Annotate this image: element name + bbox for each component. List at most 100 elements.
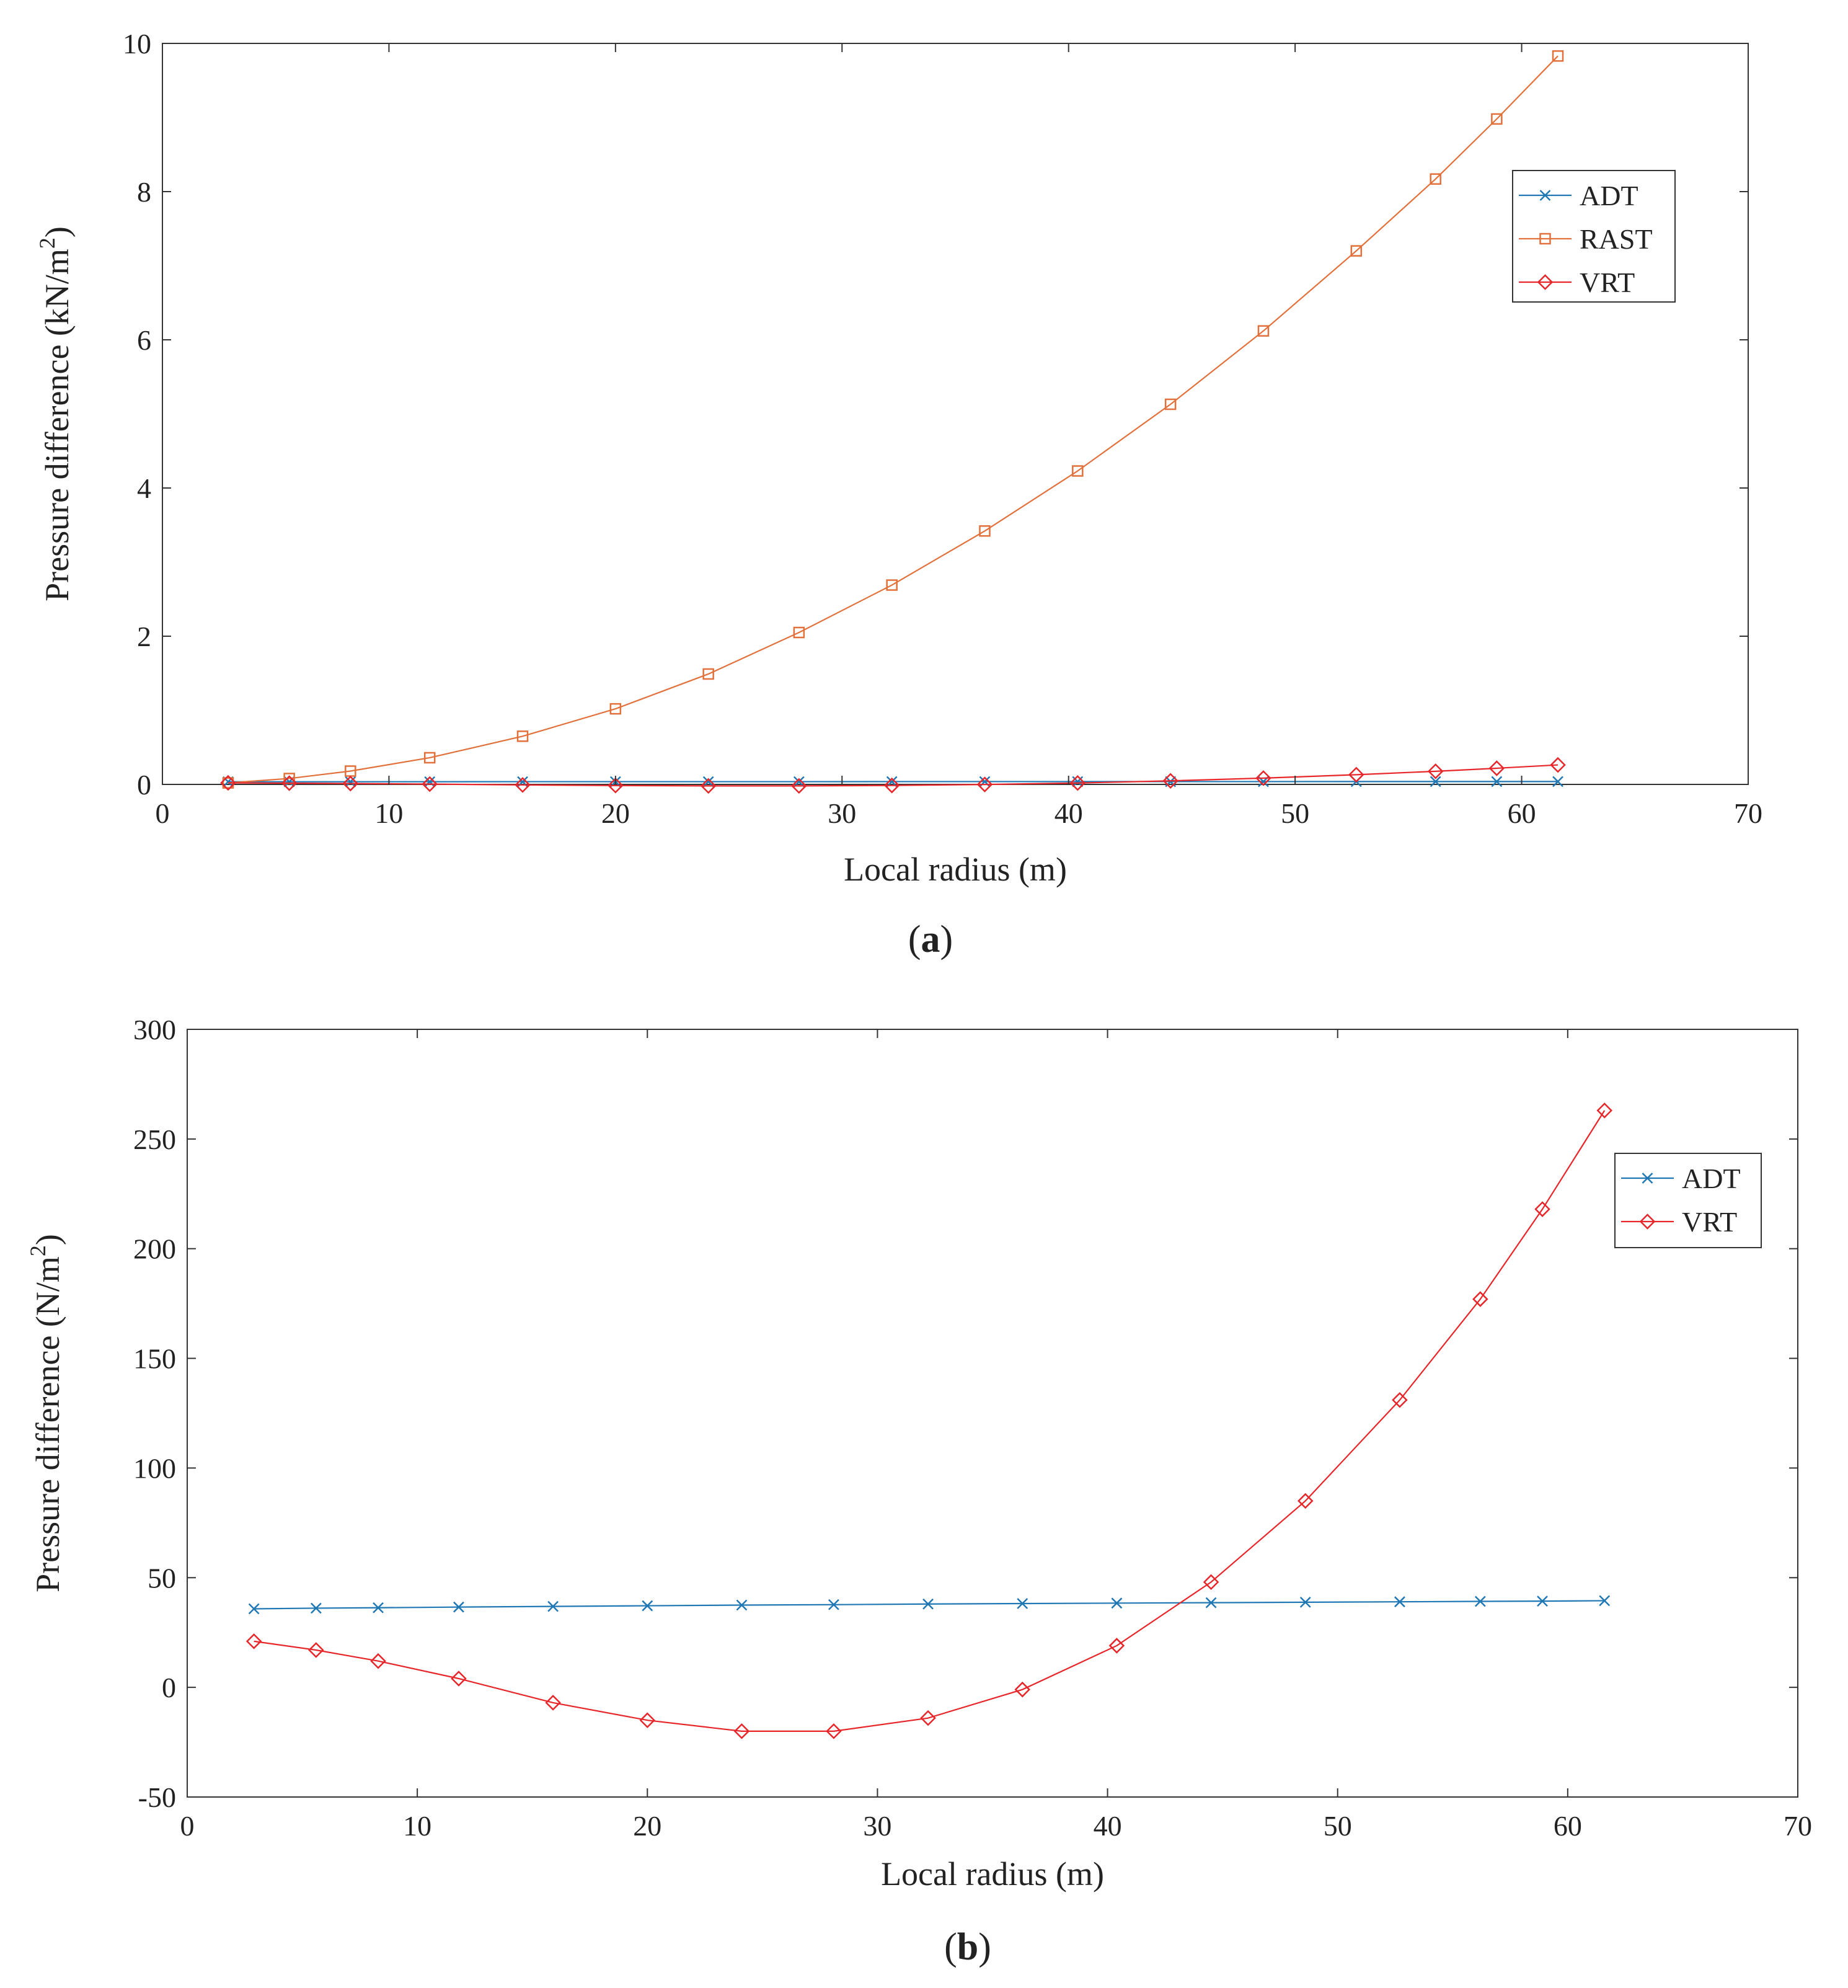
legend-label-adt: ADT — [1580, 180, 1638, 211]
data-point-adt — [922, 1598, 934, 1610]
x-tick-label: 40 — [1094, 1810, 1122, 1842]
data-point-adt — [310, 1602, 322, 1614]
x-tick-label: 10 — [403, 1810, 431, 1842]
data-point-adt — [1599, 1595, 1611, 1607]
x-tick-label: 70 — [1734, 797, 1762, 829]
data-point-adt — [1111, 1597, 1123, 1609]
x-tick-label: 40 — [1054, 797, 1083, 829]
panel-label-b-letter: b — [957, 1926, 978, 1968]
x-tick-label: 30 — [828, 797, 856, 829]
legend-a: ADT RAST VRT — [1512, 170, 1676, 303]
data-point-rast — [1491, 113, 1503, 125]
x-tick-label: 50 — [1281, 797, 1309, 829]
legend-box — [1614, 1153, 1762, 1248]
data-point-vrt — [1427, 763, 1444, 779]
data-point-adt — [1430, 776, 1441, 788]
data-point-vrt — [1392, 1392, 1408, 1408]
legend-label-adt: ADT — [1682, 1163, 1741, 1194]
y-tick-label: 100 — [133, 1452, 176, 1484]
data-point-vrt — [515, 777, 531, 793]
y-tick-label: 10 — [123, 28, 151, 60]
data-point-vrt — [639, 1712, 656, 1728]
x-tick-label: 20 — [601, 797, 630, 829]
y-axis-label-a-main: Pressure difference (kN/m — [38, 249, 76, 601]
x-axis-label-b: Local radius (m) — [881, 1855, 1104, 1893]
data-point-vrt — [883, 777, 900, 794]
y-axis-label-b-main: Pressure difference (N/m — [29, 1256, 66, 1592]
data-point-vrt — [1348, 766, 1364, 783]
legend-marker-rast — [1539, 233, 1551, 245]
data-point-adt — [373, 1602, 384, 1613]
y-tick-label: 50 — [148, 1562, 176, 1594]
x-tick-label: 70 — [1784, 1810, 1812, 1842]
data-point-vrt — [342, 775, 359, 792]
x-tick-label: 60 — [1554, 1810, 1582, 1842]
data-point-adt — [1491, 776, 1503, 788]
legend-label-vrt: VRT — [1580, 267, 1635, 298]
data-point-vrt — [826, 1723, 842, 1739]
data-point-adt — [424, 776, 436, 788]
legend-marker-adt — [1642, 1173, 1653, 1184]
data-point-vrt — [791, 778, 807, 794]
data-point-vrt — [1488, 760, 1505, 776]
legend-label-rast: RAST — [1580, 223, 1653, 255]
legend-marker-vrt — [1639, 1214, 1656, 1230]
x-tick-label: 30 — [863, 1810, 891, 1842]
ticks-group-a: 0 10 20 30 40 50 60 70 0 2 4 6 8 10 — [123, 28, 1762, 829]
y-tick-label: 150 — [133, 1343, 176, 1375]
data-point-adt — [1537, 1595, 1548, 1607]
data-point-vrt — [1255, 770, 1271, 786]
data-point-adt — [547, 1600, 559, 1612]
data-point-rast — [886, 579, 898, 591]
y-tick-label: 8 — [137, 176, 151, 208]
data-point-adt — [793, 776, 805, 788]
data-point-adt — [642, 1600, 653, 1612]
data-point-adt — [248, 1603, 260, 1615]
data-point-adt — [453, 1601, 464, 1613]
data-point-adt — [736, 1599, 748, 1611]
data-point-vrt — [1297, 1493, 1314, 1509]
data-point-adt — [345, 776, 356, 788]
data-point-rast — [1257, 325, 1270, 337]
data-point-vrt — [1014, 1681, 1031, 1698]
data-point-vrt — [608, 778, 624, 794]
plot-frame-a — [162, 43, 1749, 785]
data-point-vrt — [245, 1633, 262, 1649]
panel-label-b: (b) — [944, 1926, 991, 1968]
data-point-vrt — [1203, 1574, 1219, 1591]
data-point-adt — [1552, 776, 1563, 788]
y-tick-label: 0 — [162, 1672, 176, 1703]
data-point-adt — [1205, 1597, 1217, 1609]
x-tick-label: 0 — [180, 1810, 195, 1842]
data-point-adt — [1072, 776, 1084, 788]
y-axis-label-b: Pressure difference (N/m2) — [25, 1234, 66, 1592]
data-point-vrt — [451, 1671, 467, 1687]
x-tick-label: 60 — [1508, 797, 1536, 829]
data-point-adt — [702, 776, 714, 788]
data-point-vrt — [920, 1710, 936, 1726]
series-line-vrt — [228, 764, 1558, 787]
y-tick-label: 250 — [133, 1124, 176, 1155]
y-tick-label: 300 — [133, 1014, 176, 1045]
x-axis-label-a: Local radius (m) — [844, 851, 1067, 888]
panel-label-a-letter: a — [921, 918, 940, 961]
data-point-adt — [1299, 1597, 1311, 1608]
y-axis-label-a-sup: 2 — [35, 237, 60, 249]
y-axis-label-a-end: ) — [38, 226, 76, 237]
data-point-rast — [1350, 245, 1363, 257]
series-group-b — [245, 1103, 1613, 1739]
data-point-vrt — [1162, 773, 1178, 789]
data-point-rast — [609, 703, 622, 715]
data-point-vrt — [422, 776, 438, 792]
plot-frame-b — [187, 1029, 1798, 1798]
data-point-vrt — [545, 1695, 561, 1711]
data-point-vrt — [976, 776, 993, 792]
data-point-rast — [702, 668, 714, 680]
legend-marker-adt — [1539, 190, 1551, 201]
y-axis-label-a: Pressure difference (kN/m2) — [35, 226, 76, 601]
data-point-vrt — [1108, 1638, 1125, 1654]
y-tick-label: 0 — [137, 769, 151, 801]
